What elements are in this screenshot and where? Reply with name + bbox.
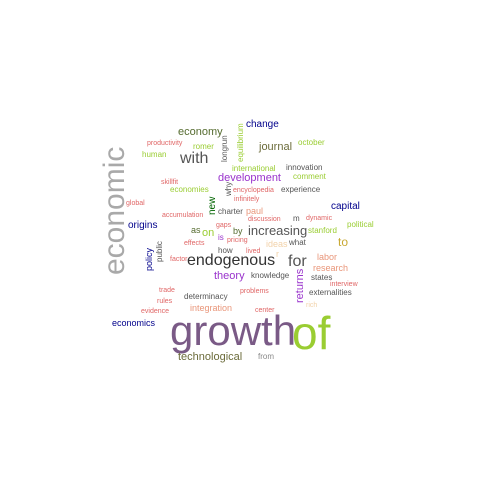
word-longrun: longrun — [220, 135, 229, 162]
word-economic: economic — [98, 146, 131, 275]
word-global: global — [126, 200, 145, 207]
word-research: research — [313, 263, 349, 273]
word-economies: economies — [170, 185, 209, 194]
word-evidence: evidence — [141, 308, 170, 315]
word-comment: comment — [293, 172, 326, 181]
word-with: with — [180, 150, 209, 167]
word-effects: effects — [184, 240, 205, 247]
word-as: as — [191, 225, 201, 235]
word-endogenous: endogenous — [187, 252, 276, 269]
word-labor: labor — [317, 252, 338, 262]
word-productivity: productivity — [147, 140, 183, 147]
word-of: of — [292, 307, 331, 359]
word-capital: capital — [331, 201, 360, 212]
word-economics: economics — [112, 318, 156, 328]
word-for: for — [288, 253, 307, 270]
word-returns: returns — [294, 268, 306, 303]
word-charter: charter — [218, 207, 243, 216]
word-infinitely: infinitely — [234, 196, 260, 203]
word-trade: trade — [159, 287, 175, 294]
word-development: development — [218, 172, 281, 184]
word-paul: paul — [246, 206, 264, 216]
word-rules: rules — [157, 298, 173, 305]
word-on: on — [202, 227, 215, 239]
word-journal: journal — [259, 141, 293, 153]
word-economy: economy — [178, 126, 223, 138]
word-problems: problems — [240, 288, 269, 295]
word-theory: theory — [214, 270, 245, 282]
word-political: political — [347, 220, 374, 229]
word-r: r — [276, 249, 279, 259]
word-states: states — [311, 273, 333, 282]
word-dynamic: dynamic — [306, 215, 333, 222]
word-romer: romer — [193, 142, 214, 151]
word-new: new — [207, 196, 218, 215]
word-is: is — [218, 233, 224, 242]
word-technological: technological — [178, 351, 243, 363]
word-skillfit: skillfit — [161, 179, 179, 186]
word-public: public — [155, 241, 164, 262]
word-innovation: innovation — [286, 163, 323, 172]
word-what: what — [289, 238, 306, 247]
word-to: to — [338, 235, 349, 249]
word-rich: rich — [306, 302, 318, 309]
word-discussion: discussion — [248, 216, 281, 223]
word-accumulation: accumulation — [162, 212, 204, 219]
word-determinacy: determinacy — [184, 292, 228, 301]
word-increasing: increasing — [248, 223, 308, 238]
word-how: how — [218, 246, 233, 255]
word-encyclopedia: encyclopedia — [233, 187, 274, 194]
word-pricing: pricing — [227, 237, 248, 244]
word-origins: origins — [128, 220, 158, 231]
word-ideas: ideas — [266, 239, 288, 249]
word-october: october — [298, 138, 325, 147]
word-equilibrium: equilibrium — [236, 123, 245, 162]
word-externalities: externalities — [309, 288, 352, 297]
word-from: from — [258, 352, 274, 361]
word-by: by — [233, 226, 243, 236]
word-change: change — [246, 119, 279, 130]
word-stanford: stanford — [308, 226, 337, 235]
word-gaps: gaps — [216, 222, 232, 229]
word-m: m — [293, 214, 300, 223]
word-policy: policy — [144, 247, 154, 271]
word-lived: lived — [246, 248, 261, 255]
word-interview: interview — [330, 281, 358, 288]
word-experience: experience — [281, 185, 321, 194]
word-knowledge: knowledge — [251, 271, 290, 280]
word-growth: growth — [170, 307, 297, 354]
word-center: center — [255, 307, 275, 314]
word-integration: integration — [190, 303, 233, 313]
word-international: international — [232, 164, 276, 173]
word-why: why — [224, 181, 233, 196]
word-human: human — [142, 150, 167, 159]
word-factor: factor — [170, 256, 188, 263]
